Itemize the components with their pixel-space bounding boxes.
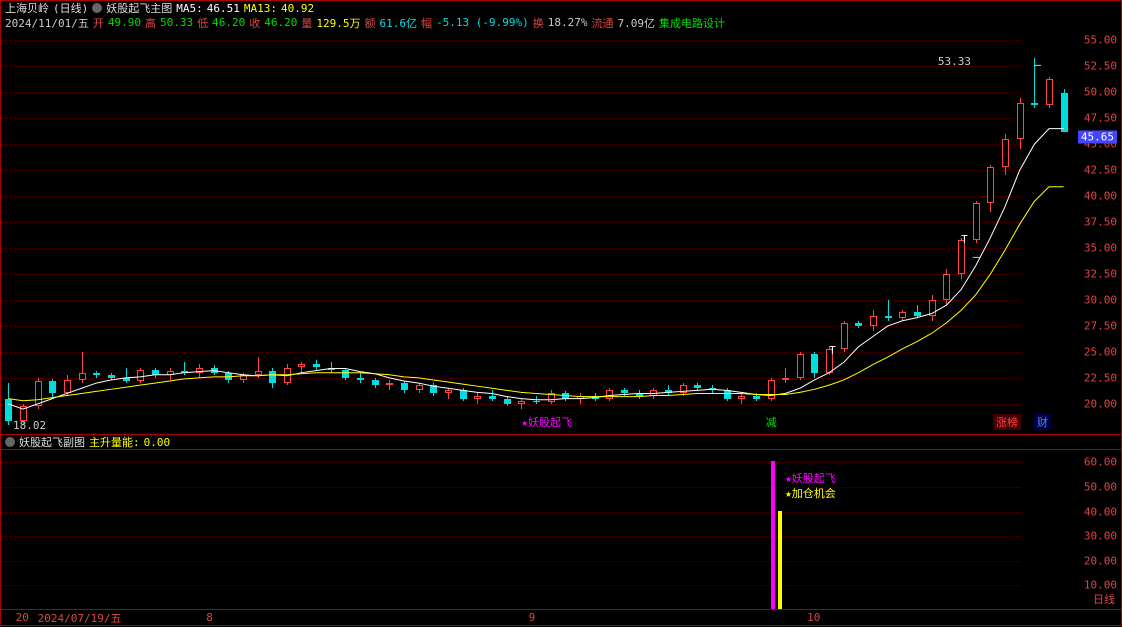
- ytick: 22.50: [1084, 371, 1117, 384]
- ytick: 40.00: [1084, 190, 1117, 203]
- sub-indicator-name: 妖股起飞副图: [19, 434, 85, 450]
- current-price-label: 45.65: [1078, 131, 1117, 144]
- vol-value: 129.5万: [316, 15, 360, 31]
- ytick: 42.50: [1084, 164, 1117, 177]
- industry: 集成电路设计: [659, 15, 725, 31]
- chart-marker: ★妖股起飞: [521, 414, 572, 430]
- turn-value: 18.27%: [548, 16, 588, 29]
- indicator-name: 妖股起飞主图: [106, 0, 172, 16]
- xtick: 9: [529, 611, 536, 624]
- reduce-badge: 减: [763, 414, 780, 430]
- xtick: 20: [16, 611, 29, 624]
- xtick: 2024/07/19/五: [38, 610, 122, 626]
- low-value: 46.20: [212, 16, 245, 29]
- ytick: 52.50: [1084, 60, 1117, 73]
- volume-bar[interactable]: [778, 511, 782, 609]
- ma13-label: MA13:: [244, 2, 277, 15]
- sub-ytick: 20.00: [1084, 554, 1117, 567]
- sub-annotation: ★加仓机会: [785, 485, 836, 501]
- low-annotation: 18.02: [13, 419, 46, 432]
- ytick: 55.00: [1084, 34, 1117, 47]
- ytick: 32.50: [1084, 268, 1117, 281]
- chg-value: -5.13 (-9.99%): [436, 16, 529, 29]
- xtick: 8: [206, 611, 213, 624]
- series-label: 主升量能:: [89, 434, 140, 450]
- ma5-label: MA5:: [176, 2, 203, 15]
- ytick: 47.50: [1084, 112, 1117, 125]
- series-value: 0.00: [144, 436, 171, 449]
- sub-annotation: ★妖股起飞: [785, 470, 836, 486]
- sub-chart[interactable]: ★妖股起飞★加仓机会 60.00 50.00 40.00 30.00 20.00 10.0…: [0, 450, 1122, 610]
- vol-label: 量: [301, 15, 312, 31]
- ytick: 35.00: [1084, 242, 1117, 255]
- indicator-icon: [92, 3, 102, 13]
- sub-ytick: 60.00: [1084, 456, 1117, 469]
- ma5-value: 46.51: [207, 2, 240, 15]
- volume-bar[interactable]: [771, 461, 775, 609]
- low-label: 低: [197, 15, 208, 31]
- ytick: 50.00: [1084, 86, 1117, 99]
- sub-ytick: 50.00: [1084, 480, 1117, 493]
- sub-ytick: 10.00: [1084, 579, 1117, 592]
- chart-marker: T: [829, 344, 836, 357]
- amount-label: 额: [364, 15, 375, 31]
- turn-label: 换: [533, 15, 544, 31]
- ytick: 25.00: [1084, 345, 1117, 358]
- float-label: 流通: [591, 15, 613, 31]
- amount-value: 61.6亿: [379, 15, 417, 31]
- chart-marker: T: [961, 233, 968, 246]
- ma13-value: 40.92: [281, 2, 314, 15]
- open-label: 开: [93, 15, 104, 31]
- ohlc-header: 2024/11/01/五 开 49.90 高 50.33 低 46.20 收 46.20…: [0, 15, 1122, 30]
- ytick: 30.00: [1084, 294, 1117, 307]
- chart-marker: —: [973, 250, 980, 263]
- sub-ytick: 40.00: [1084, 505, 1117, 518]
- main-chart[interactable]: ★妖股起飞TT—— 55.0052.5050.0047.5045.0042.50…: [0, 30, 1122, 435]
- high-label: 高: [145, 15, 156, 31]
- open-value: 49.90: [108, 16, 141, 29]
- sub-footer: 日线: [1093, 591, 1115, 607]
- close-value: 46.20: [264, 16, 297, 29]
- xtick: 10: [807, 611, 820, 624]
- cai-badge[interactable]: 财: [1034, 414, 1051, 430]
- ytick: 20.00: [1084, 397, 1117, 410]
- chart-marker: —: [1034, 58, 1041, 71]
- chg-label: 幅: [421, 15, 432, 31]
- sub-header: 妖股起飞副图 主升量能: 0.00: [0, 435, 1122, 450]
- zhangbang-badge[interactable]: 涨榜: [993, 414, 1021, 430]
- x-axis: 20 2024/07/19/五 8 9 10: [0, 610, 1122, 626]
- sub-ytick: 30.00: [1084, 530, 1117, 543]
- ytick: 27.50: [1084, 319, 1117, 332]
- ytick: 37.50: [1084, 216, 1117, 229]
- date: 2024/11/01/五: [5, 15, 89, 31]
- high-value: 50.33: [160, 16, 193, 29]
- sub-indicator-icon: [5, 437, 15, 447]
- peak-annotation: 53.33: [938, 55, 971, 68]
- main-header: 上海贝岭 (日线) 妖股起飞主图 MA5: 46.51 MA13: 40.92: [0, 0, 1122, 15]
- close-label: 收: [249, 15, 260, 31]
- float-value: 7.09亿: [617, 15, 655, 31]
